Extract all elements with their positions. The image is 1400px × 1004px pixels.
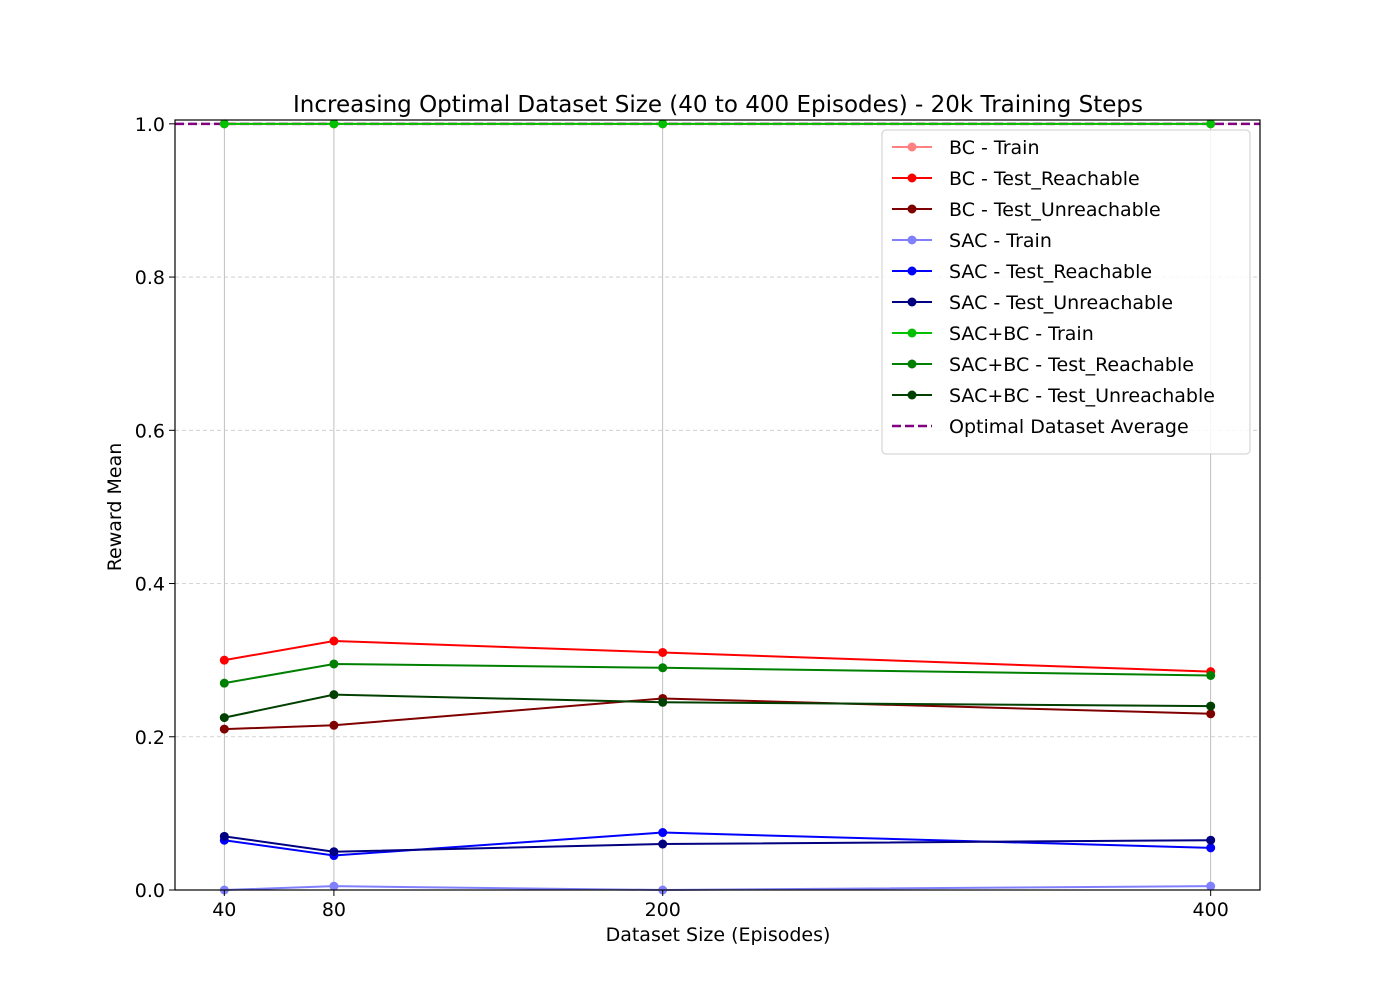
data-point xyxy=(658,828,668,838)
data-point xyxy=(1206,835,1216,845)
legend-entry-sac-bc-test-unreachable: SAC+BC - Test_Unreachable xyxy=(892,385,1215,407)
legend-entry-sac-train: SAC - Train xyxy=(892,230,1052,252)
series-line xyxy=(224,885,1211,892)
legend-label: BC - Test_Unreachable xyxy=(949,199,1161,221)
data-point xyxy=(219,119,229,129)
legend-entry-sac-test-unreachable: SAC - Test_Unreachable xyxy=(892,292,1173,314)
legend-entry-sac-bc-test-reachable: SAC+BC - Test_Reachable xyxy=(892,354,1194,376)
series-sac-bc-train xyxy=(219,119,1216,129)
series-bc-test-unreachable xyxy=(219,693,1216,734)
legend-label: SAC - Test_Reachable xyxy=(949,261,1152,283)
legend-swatch-marker xyxy=(907,173,917,183)
legend-entry-bc-train: BC - Train xyxy=(892,137,1040,159)
legend-label: SAC - Test_Unreachable xyxy=(949,292,1173,314)
series-sac-train xyxy=(219,881,1216,895)
legend-box xyxy=(881,129,1251,455)
legend-label: Optimal Dataset Average xyxy=(949,416,1189,438)
data-point xyxy=(1206,701,1216,711)
series-line xyxy=(224,662,1211,685)
x-axis-label: Dataset Size (Episodes) xyxy=(606,924,831,946)
y-tick-label: 0.4 xyxy=(135,574,165,596)
x-tick-label: 80 xyxy=(322,899,346,921)
legend-swatch-marker xyxy=(907,328,917,338)
data-point xyxy=(329,720,339,730)
legend-label: SAC - Train xyxy=(949,230,1052,252)
data-point xyxy=(329,690,339,700)
data-point xyxy=(329,119,339,129)
chart-title: Increasing Optimal Dataset Size (40 to 4… xyxy=(293,92,1143,118)
y-tick-label: 0.2 xyxy=(135,727,165,749)
data-point xyxy=(658,647,668,657)
data-point xyxy=(329,636,339,646)
legend-entry-sac-bc-train: SAC+BC - Train xyxy=(892,323,1094,345)
x-tick-label: 200 xyxy=(645,899,681,921)
x-tick-label: 40 xyxy=(212,899,236,921)
data-point xyxy=(219,831,229,841)
series-lines xyxy=(219,119,1216,895)
data-point xyxy=(329,659,339,669)
y-tick-label: 0.0 xyxy=(135,880,165,902)
legend-entry-sac-test-reachable: SAC - Test_Reachable xyxy=(892,261,1152,283)
data-point xyxy=(1206,881,1216,891)
legend-swatch-marker xyxy=(907,235,917,245)
legend-label: SAC+BC - Test_Reachable xyxy=(949,354,1194,376)
series-line xyxy=(224,639,1211,673)
legend-swatch-marker xyxy=(907,142,917,152)
legend: BC - Train BC - Test_Reachable BC - Test_U… xyxy=(881,129,1251,455)
legend-label: SAC+BC - Test_Unreachable xyxy=(949,385,1215,407)
series-line xyxy=(224,835,1211,853)
legend-label: BC - Train xyxy=(949,137,1040,159)
data-point xyxy=(219,724,229,734)
y-tick-label: 1.0 xyxy=(135,114,165,136)
series-sac-bc-test-unreachable xyxy=(219,690,1216,723)
data-point xyxy=(1206,843,1216,853)
legend-entry-bc-test-reachable: BC - Test_Reachable xyxy=(892,168,1140,190)
legend-label: BC - Test_Reachable xyxy=(949,168,1140,190)
data-point xyxy=(658,697,668,707)
data-point xyxy=(219,713,229,723)
y-tick-label: 0.6 xyxy=(135,420,165,442)
legend-label: SAC+BC - Train xyxy=(949,323,1094,345)
series-line xyxy=(224,693,1211,719)
data-point xyxy=(219,655,229,665)
legend-swatch-marker xyxy=(907,204,917,214)
plot-frame xyxy=(174,119,1261,891)
series-line xyxy=(224,697,1211,731)
x-tick-label: 400 xyxy=(1193,899,1229,921)
data-point xyxy=(658,839,668,849)
data-point xyxy=(219,678,229,688)
y-axis-label: Reward Mean xyxy=(104,443,126,572)
series-bc-test-reachable xyxy=(219,636,1216,677)
legend-swatch-marker xyxy=(907,297,917,307)
axis-ticks: 40 80 200 400 0.0 0.2 0.4 0.6 0.8 1.0 xyxy=(135,114,1229,921)
data-point xyxy=(1206,119,1216,129)
legend-entry-bc-test-unreachable: BC - Test_Unreachable xyxy=(892,199,1161,221)
data-point xyxy=(329,847,339,857)
data-point xyxy=(658,119,668,129)
series-line xyxy=(224,831,1211,857)
y-tick-label: 0.8 xyxy=(135,267,165,289)
legend-swatch-marker xyxy=(907,390,917,400)
legend-swatch-marker xyxy=(907,266,917,276)
series-sac-bc-test-reachable xyxy=(219,659,1216,688)
series-sac-test-unreachable xyxy=(219,831,1216,857)
data-point xyxy=(658,663,668,673)
data-point xyxy=(1206,709,1216,719)
legend-swatch-marker xyxy=(907,359,917,369)
data-point xyxy=(329,881,339,891)
legend-entry-optimal-dataset-average: Optimal Dataset Average xyxy=(892,416,1189,438)
data-point xyxy=(1206,670,1216,680)
